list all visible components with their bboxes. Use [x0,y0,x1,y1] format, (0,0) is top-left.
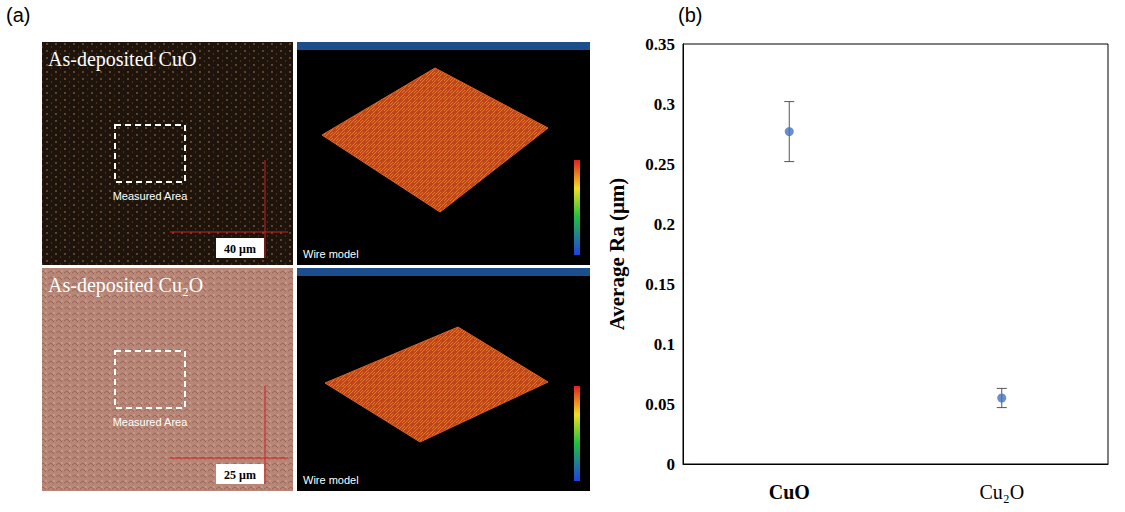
svg-text:0.2: 0.2 [654,215,675,234]
svg-text:Wire model: Wire model [303,248,359,260]
html-text:(b): (b) [678,4,703,26]
svg-text:Measured Area: Measured Area [113,416,188,428]
html-text:(a): (a) [6,4,31,26]
svg-text:0.1: 0.1 [654,335,675,354]
svg-text:As-deposited Cu₂O: As-deposited Cu₂O [48,274,203,297]
svg-text:CuO: CuO [769,481,810,503]
svg-text:0: 0 [667,455,676,474]
svg-text:0.05: 0.05 [645,395,675,414]
svg-text:Wire model: Wire model [303,474,359,486]
svg-text:0.3: 0.3 [654,95,675,114]
svg-text:0.15: 0.15 [645,275,675,294]
svg-text:25 μm: 25 μm [224,468,256,482]
svg-text:As-deposited CuO: As-deposited CuO [48,48,196,71]
svg-text:Average Ra (μm): Average Ra (μm) [605,178,629,331]
svg-text:Measured Area: Measured Area [113,190,188,202]
svg-text:Cu₂O: Cu₂O [979,481,1024,503]
svg-text:40 μm: 40 μm [224,242,256,256]
svg-text:0.35: 0.35 [645,35,675,54]
svg-text:0.25: 0.25 [645,155,675,174]
